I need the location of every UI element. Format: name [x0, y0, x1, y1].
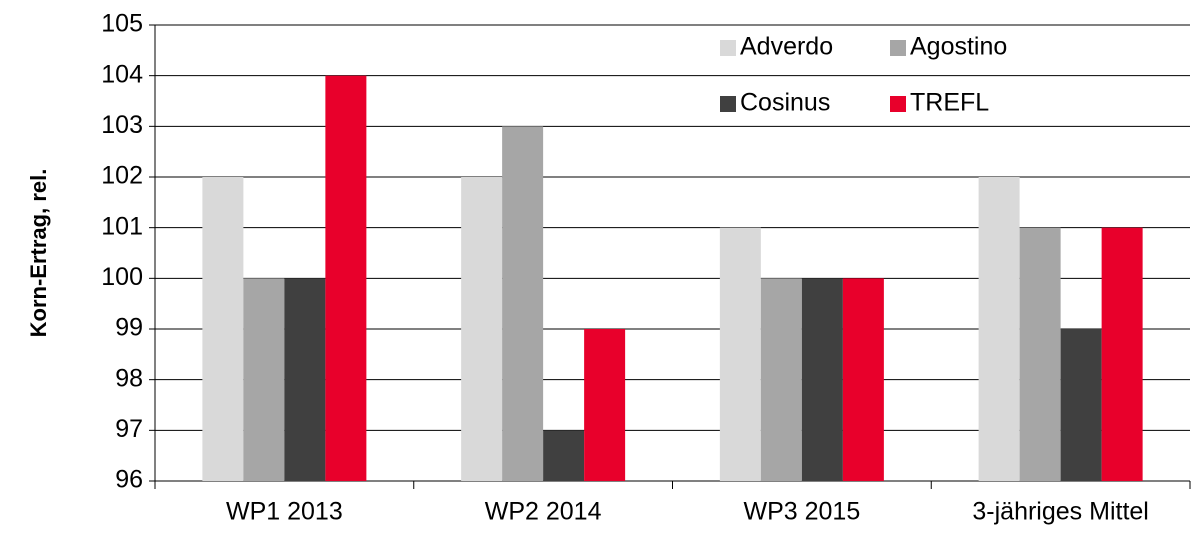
legend-swatch — [890, 96, 906, 112]
bar — [801, 278, 843, 481]
legend-label: Agostino — [910, 33, 1007, 61]
bar — [543, 430, 585, 481]
x-tick-label: WP2 2014 — [485, 498, 602, 526]
legend-swatch — [720, 96, 736, 112]
y-tick-label: 100 — [101, 263, 143, 291]
y-tick-label: 101 — [101, 212, 143, 240]
y-tick-label: 103 — [101, 111, 143, 139]
bar — [584, 329, 626, 481]
y-tick-label: 99 — [115, 314, 143, 342]
legend-label: Adverdo — [740, 33, 833, 61]
bar — [1060, 329, 1102, 481]
legend-label: Cosinus — [740, 89, 830, 117]
bar — [842, 278, 884, 481]
y-tick-label: 98 — [115, 364, 143, 392]
legend-label: TREFL — [910, 89, 989, 117]
y-tick-label: 97 — [115, 415, 143, 443]
x-tick-label: WP3 2015 — [744, 498, 861, 526]
bar — [243, 278, 285, 481]
bar — [325, 75, 367, 482]
y-tick-label: 105 — [101, 10, 143, 38]
bar — [978, 177, 1020, 481]
y-tick-label: 102 — [101, 162, 143, 190]
legend-swatch — [720, 40, 736, 56]
legend-swatch — [890, 40, 906, 56]
x-tick-label: 3-jähriges Mittel — [972, 498, 1148, 526]
bar — [1101, 227, 1143, 481]
y-axis-label: Korn-Ertrag, rel. — [26, 169, 51, 338]
bar — [1019, 227, 1061, 481]
bar — [461, 177, 503, 481]
bar — [202, 177, 244, 481]
bar — [284, 278, 326, 481]
bar — [502, 126, 544, 481]
y-tick-label: 96 — [115, 466, 143, 494]
bar — [719, 227, 761, 481]
bar — [760, 278, 802, 481]
x-tick-label: WP1 2013 — [226, 498, 343, 526]
y-tick-label: 104 — [101, 60, 143, 88]
